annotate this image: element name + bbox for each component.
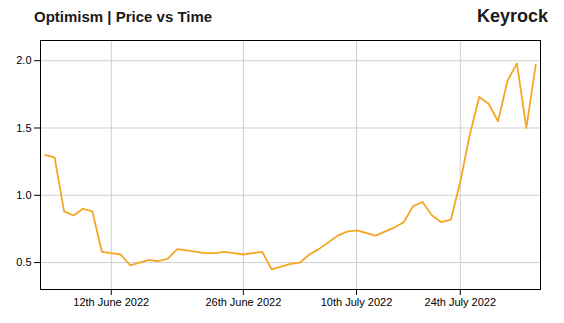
html-text:Keyrock: Keyrock — [477, 6, 548, 26]
svg-text:10th July 2022: 10th July 2022 — [321, 296, 393, 308]
svg-text:1.0: 1.0 — [16, 189, 31, 201]
svg-text:0.5: 0.5 — [16, 256, 31, 268]
svg-text:1.5: 1.5 — [16, 122, 31, 134]
html-text:Optimism | Price vs Time: Optimism | Price vs Time — [34, 8, 213, 25]
svg-text:12th June 2022: 12th June 2022 — [73, 296, 149, 308]
svg-text:26th June 2022: 26th June 2022 — [205, 296, 281, 308]
svg-text:24th July 2022: 24th July 2022 — [425, 296, 497, 308]
svg-text:2.0: 2.0 — [16, 54, 31, 66]
